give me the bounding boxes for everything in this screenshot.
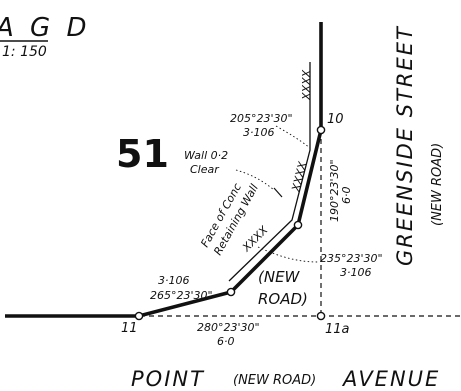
station-10-label: 10 — [327, 112, 344, 127]
station-bend-marker — [293, 220, 303, 230]
retaining-wall-line — [228, 62, 311, 282]
station-11a-label: 11a — [325, 322, 350, 337]
station-11a-marker — [316, 311, 326, 321]
wall-clear-label-line2: Clear — [190, 163, 220, 176]
bearing-205-value: 205°23'30" — [230, 112, 293, 125]
header: A G D 1: 150 — [0, 13, 90, 60]
greenside-street-note: (NEW ROAD) — [430, 143, 445, 226]
wall-clear-tick — [273, 187, 283, 198]
bearing-205-leader — [275, 125, 311, 149]
hatch-mark-top: XXXX — [300, 69, 313, 101]
new-road-label-line2: ROAD) — [258, 290, 308, 308]
bearing-190-value: 190°23'30" — [328, 159, 341, 222]
bearing-265-value: 265°23'30" — [150, 289, 213, 302]
bearing-235-value: 235°23'30" — [320, 252, 383, 265]
greenside-street-name: GREENSIDE STREET — [393, 25, 417, 266]
station-10-marker — [316, 125, 326, 135]
station-11-marker — [134, 311, 144, 321]
bearing-280-value: 280°23'30" — [197, 321, 260, 334]
bearing-265-distance: 3·106 — [158, 274, 190, 287]
header-title: A G D — [0, 13, 90, 43]
point-avenue-note: (NEW ROAD) — [233, 373, 316, 388]
point-avenue-right: AVENUE — [341, 367, 440, 391]
bearing-280-distance: 6·0 — [217, 335, 235, 348]
wall-clear-label-line1: Wall 0·2 — [184, 149, 228, 162]
station-kink-marker — [226, 287, 236, 297]
bearing-205-distance: 3·106 — [243, 126, 275, 139]
wall-clear-leader — [235, 169, 275, 191]
bearing-190-distance: 6·0 — [340, 187, 353, 205]
point-avenue-left: POINT — [131, 367, 205, 391]
bearing-235-distance: 3·106 — [340, 266, 372, 279]
header-scale: 1: 150 — [2, 44, 47, 60]
boundary-line — [5, 22, 323, 318]
station-11-label: 11 — [121, 321, 138, 336]
new-road-label-line1: (NEW — [258, 268, 301, 286]
lot-number: 51 — [116, 132, 169, 176]
